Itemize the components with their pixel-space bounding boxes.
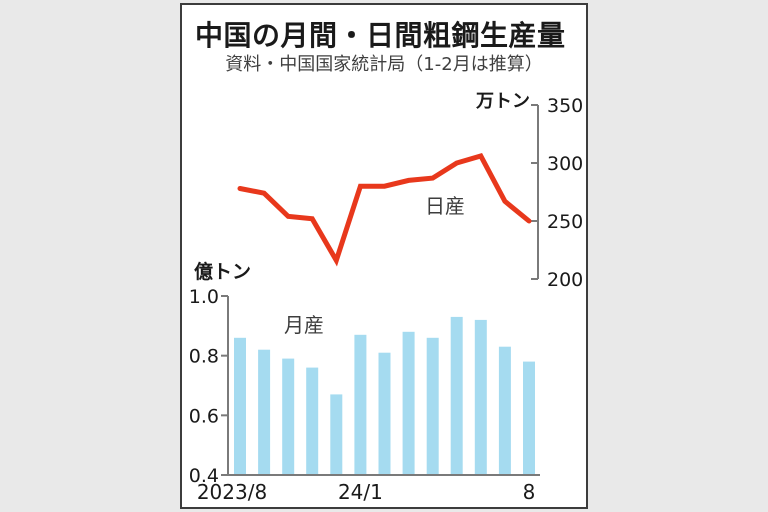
right-axis-tick-label: 250	[547, 211, 583, 233]
left-axis-tick-label: 1.0	[189, 286, 219, 308]
monthly-production-bar	[234, 337, 246, 475]
x-axis-tick-label: 8	[523, 480, 536, 504]
monthly-series-label: 月産	[284, 313, 324, 337]
x-axis-tick-label: 24/1	[338, 480, 383, 504]
chart-card: 中国の月間・日間粗鋼生産量 資料・中国国家統計局（1-2月は推算） 350 300…	[180, 3, 588, 509]
left-axis-unit-label: 億トン	[194, 260, 251, 283]
monthly-production-bar	[378, 352, 391, 475]
monthly-production-bar	[426, 337, 439, 475]
monthly-production-bar	[474, 319, 487, 475]
chart-subtitle: 資料・中国国家統計局（1-2月は推算）	[225, 54, 543, 75]
chart-title: 中国の月間・日間粗鋼生産量	[195, 19, 566, 52]
daily-production-line	[237, 153, 532, 267]
right-axis-unit-label: 万トン	[475, 91, 530, 112]
monthly-production-bar	[282, 358, 295, 475]
monthly-production-bar	[450, 316, 463, 475]
monthly-production-bar	[258, 349, 271, 475]
daily-series-label: 日産	[425, 194, 465, 218]
left-axis-tick-label: 0.4	[189, 465, 219, 487]
monthly-production-bar	[354, 334, 367, 475]
left-axis-tick-label: 0.8	[189, 346, 219, 368]
monthly-production-bar	[523, 361, 535, 475]
x-axis-tick-label: 2023/8	[197, 480, 267, 504]
monthly-production-bar	[498, 346, 511, 475]
monthly-production-bar	[306, 367, 319, 475]
right-axis-tick-label: 200	[547, 269, 583, 291]
monthly-production-bar	[330, 394, 343, 475]
right-axis-tick-label: 350	[547, 95, 583, 117]
right-axis-tick-label: 300	[547, 153, 583, 175]
left-axis-tick-label: 0.6	[189, 405, 219, 427]
monthly-production-bar	[402, 331, 415, 475]
